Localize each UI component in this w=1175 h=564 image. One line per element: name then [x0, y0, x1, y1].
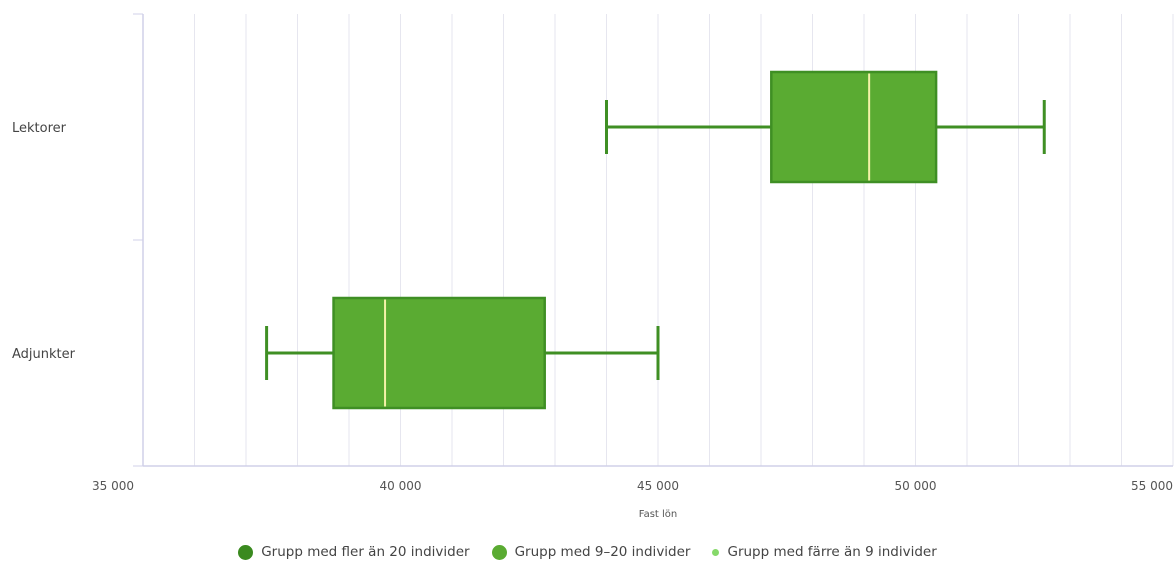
chart-canvas: 35 000 40 000 45 000 50 000 55 000 Fast lön Le…: [12, 13, 1174, 520]
legend-label-large: Grupp med fler än 20 individer: [261, 544, 470, 560]
legend-swatch-large-icon: [238, 544, 254, 560]
x-axis-title: Fast lön: [639, 509, 678, 520]
legend-label-medium: Grupp med 9–20 individer: [514, 544, 691, 560]
legend-item-small-group[interactable]: Grupp med färre än 9 individer: [712, 544, 937, 560]
legend-swatch-small-icon: [712, 548, 720, 556]
x-tick-label: 45 000: [637, 479, 679, 493]
box-adjunkter[interactable]: [332, 296, 546, 410]
x-tick-label: 55 000: [1131, 479, 1173, 493]
legend-item-medium-group[interactable]: Grupp med 9–20 individer: [491, 544, 691, 560]
box-lektorer[interactable]: [770, 70, 938, 184]
x-tick-label: 35 000: [92, 479, 134, 493]
category-label: Lektorer: [12, 121, 67, 136]
x-tick-label: 50 000: [895, 479, 937, 493]
legend-item-large-group[interactable]: Grupp med fler än 20 individer: [238, 544, 470, 560]
legend-swatch-medium-icon: [491, 544, 507, 560]
x-tick-label: 40 000: [380, 479, 422, 493]
legend: Grupp med fler än 20 individer Grupp med…: [0, 544, 1175, 560]
legend-label-small: Grupp med färre än 9 individer: [727, 544, 937, 560]
category-label: Adjunkter: [12, 347, 76, 362]
